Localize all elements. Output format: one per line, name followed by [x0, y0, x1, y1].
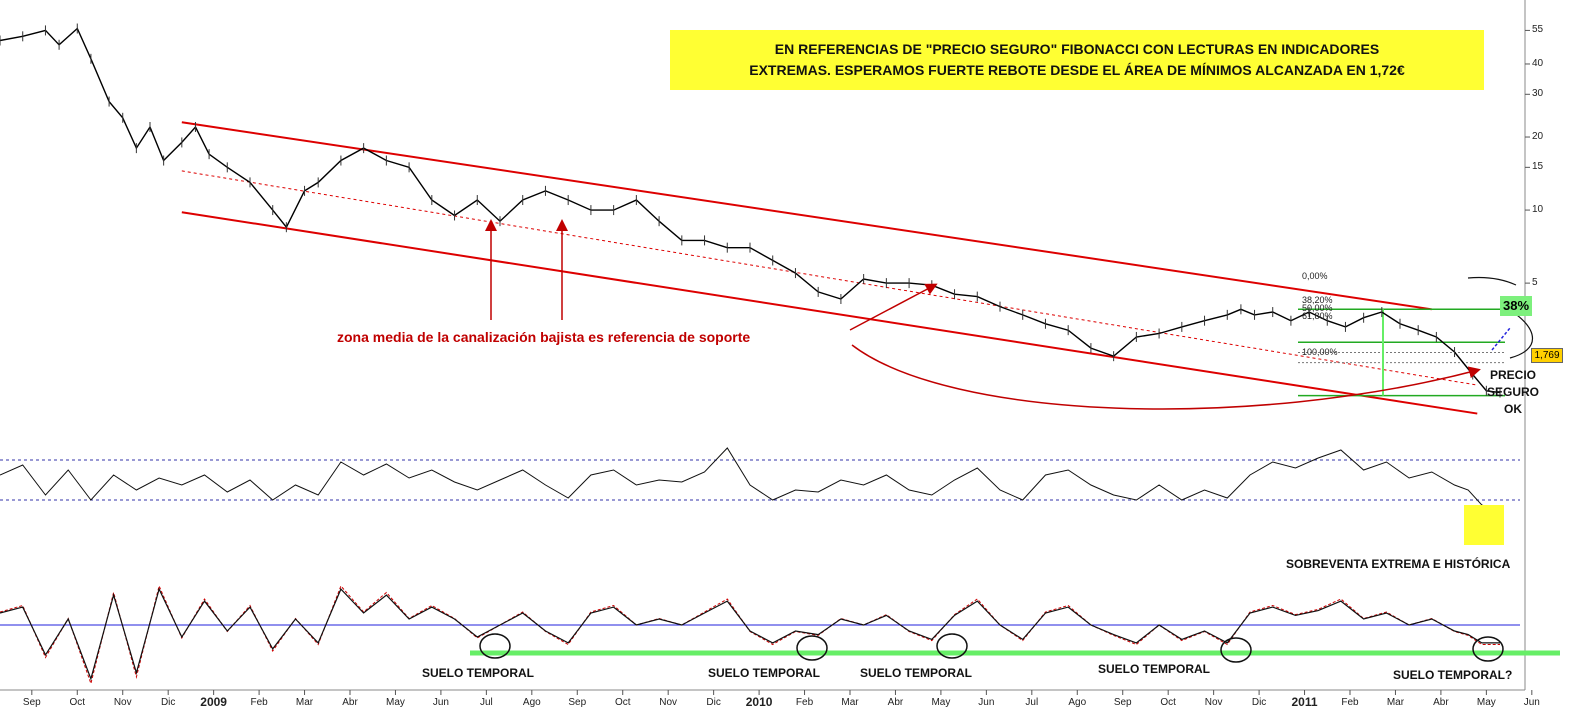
y-tick-label-2: 30 — [1532, 88, 1544, 100]
y-tick-label-0: 55 — [1532, 24, 1544, 36]
price-line — [0, 27, 1501, 394]
suelo-circle-3 — [1220, 637, 1252, 663]
suelo-label-2: SUELO TEMPORAL — [708, 666, 821, 680]
channel-middle-line — [181, 170, 1478, 386]
x-tick-label-6: Mar — [295, 697, 314, 708]
x-tick-label-33: Jun — [1523, 697, 1540, 708]
suelo-label-3: SUELO TEMPORAL — [860, 666, 973, 680]
suelo-circle-2 — [936, 633, 968, 659]
suelo-label-4: SUELO TEMPORAL — [1098, 662, 1211, 676]
last-price-tag: 1,769 — [1531, 348, 1563, 363]
x-tick-label-14: Nov — [659, 697, 678, 708]
fib-top-arrow — [1467, 276, 1517, 286]
retracement-badge: 38% — [1500, 296, 1532, 316]
y-tick-label-6: 5 — [1532, 277, 1538, 289]
fib-level-38: 38,20% — [1302, 295, 1333, 305]
x-tick-label-11: Ago — [522, 697, 541, 708]
x-tick-label-21: Jun — [978, 697, 995, 708]
x-tick-label-8: May — [386, 697, 405, 708]
y-tick-label-4: 15 — [1532, 161, 1544, 173]
rsi-panel — [0, 447, 1520, 513]
suelo-circle-1 — [796, 635, 828, 661]
rebound-arrow — [1491, 327, 1511, 351]
x-tick-label-4: 2009 — [200, 695, 227, 709]
x-tick-label-30: Mar — [1386, 697, 1405, 708]
osc-signal-line — [0, 584, 1500, 686]
fib-level-100: 100,00% — [1302, 347, 1338, 357]
y-tick-label-3: 20 — [1532, 131, 1544, 143]
x-tick-label-15: Dic — [706, 697, 721, 708]
downtrend-channel — [181, 121, 1478, 415]
precio-seguro-label: PRECIO SEGURO OK — [1478, 367, 1548, 418]
rsi-line — [0, 447, 1501, 513]
x-tick-label-19: Abr — [887, 697, 904, 708]
x-tick-label-31: Abr — [1433, 697, 1449, 708]
x-tick-label-20: May — [931, 697, 951, 708]
fib-bottom-arrow — [1509, 309, 1534, 359]
fib-level-50: 50,00% — [1302, 303, 1333, 313]
support-arrow-3 — [849, 283, 938, 331]
axis-frame — [0, 0, 1533, 695]
oscillator-panel — [0, 584, 1560, 686]
x-tick-label-23: Ago — [1068, 697, 1087, 708]
suelo-circle-4 — [1472, 636, 1504, 662]
x-tick-label-7: Abr — [342, 697, 358, 708]
x-tick-label-27: Dic — [1251, 697, 1267, 708]
x-tick-label-29: Feb — [1341, 697, 1359, 708]
x-tick-label-22: Jul — [1025, 697, 1039, 708]
x-tick-label-1: Oct — [69, 697, 86, 708]
x-tick-label-26: Nov — [1204, 697, 1223, 708]
precio-line-3: OK — [1504, 402, 1522, 416]
x-tick-label-17: Feb — [795, 697, 814, 708]
support-note: zona media de la canalización bajista es… — [337, 329, 751, 345]
x-tick-label-25: Oct — [1160, 697, 1176, 708]
x-tick-label-10: Jul — [479, 697, 493, 708]
x-tick-label-13: Oct — [614, 697, 631, 708]
x-tick-label-0: Sep — [22, 697, 41, 708]
fib-level-61: 61,80% — [1302, 311, 1333, 321]
headline-banner: EN REFERENCIAS DE "PRECIO SEGURO" FIBONA… — [670, 30, 1484, 90]
x-tick-label-28: 2011 — [1291, 695, 1318, 709]
headline-line-2: EXTREMAS. ESPERAMOS FUERTE REBOTE DESDE … — [749, 62, 1405, 78]
y-tick-label-5: 10 — [1532, 204, 1544, 216]
x-tick-label-32: May — [1476, 697, 1496, 708]
suelo-circle-0 — [479, 633, 511, 659]
fib-level-0: 0,00% — [1302, 271, 1328, 281]
x-tick-label-9: Jun — [432, 697, 449, 708]
price-series — [0, 23, 1501, 398]
suelo-label-1: SUELO TEMPORAL — [422, 666, 535, 680]
suelo-label-5: SUELO TEMPORAL? — [1393, 668, 1513, 682]
x-tick-label-2: Nov — [113, 697, 132, 708]
x-tick-label-12: Sep — [568, 697, 587, 708]
y-tick-label-1: 40 — [1532, 57, 1544, 69]
channel-upper-line — [181, 121, 1432, 311]
annotation-arrows — [485, 219, 1534, 410]
fibonacci-retracement — [1298, 308, 1505, 397]
precio-line-1: PRECIO — [1489, 368, 1536, 382]
x-tick-label-24: Sep — [1113, 697, 1132, 708]
oversold-highlight — [1464, 505, 1504, 545]
support-arrow-curve — [851, 344, 1481, 410]
headline-line-1: EN REFERENCIAS DE "PRECIO SEGURO" FIBONA… — [774, 41, 1380, 57]
channel-lower-line — [181, 211, 1478, 415]
x-tick-label-18: Mar — [841, 697, 859, 708]
x-tick-label-16: 2010 — [745, 695, 773, 709]
oversold-label: SOBREVENTA EXTREMA E HISTÓRICA — [1286, 557, 1511, 571]
x-tick-label-3: Dic — [160, 697, 176, 708]
osc-main-line — [0, 587, 1500, 681]
precio-line-2: SEGURO — [1486, 385, 1539, 399]
x-tick-label-5: Feb — [250, 697, 268, 708]
